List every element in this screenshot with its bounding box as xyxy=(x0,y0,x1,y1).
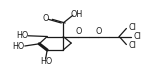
Text: OH: OH xyxy=(71,10,83,19)
Text: Cl: Cl xyxy=(134,32,142,41)
Text: HO: HO xyxy=(16,31,28,40)
Text: O: O xyxy=(95,27,102,36)
Text: Cl: Cl xyxy=(128,41,136,50)
Text: HO: HO xyxy=(13,42,25,51)
Text: Cl: Cl xyxy=(128,23,136,32)
Text: HO: HO xyxy=(40,57,52,66)
Text: O: O xyxy=(75,27,82,36)
Text: O: O xyxy=(42,14,48,23)
